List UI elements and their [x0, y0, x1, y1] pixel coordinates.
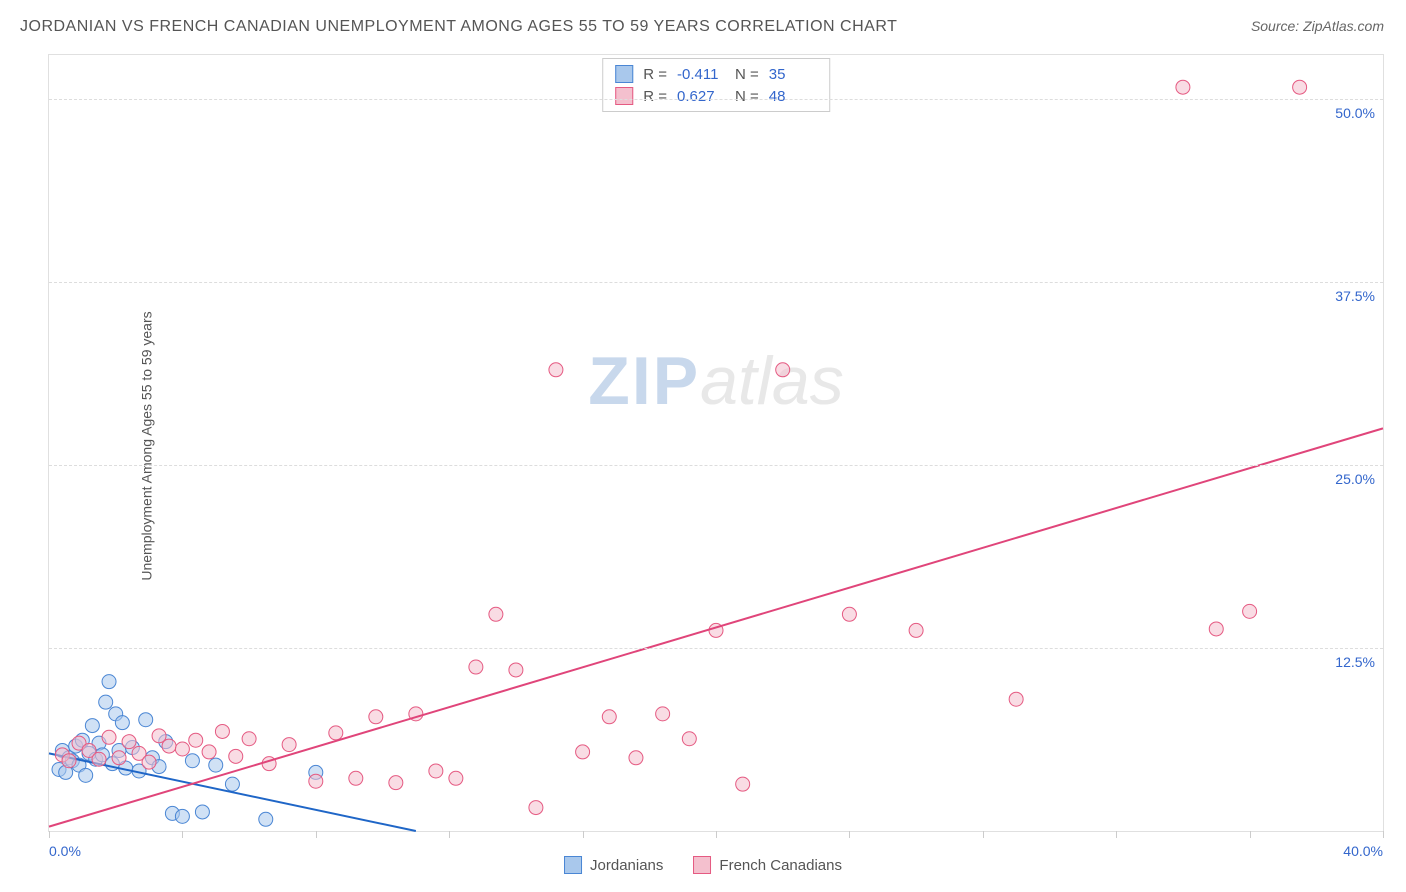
x-tick [1116, 831, 1117, 838]
scatter-point [215, 724, 229, 738]
gridline [49, 465, 1383, 466]
scatter-point [429, 764, 443, 778]
scatter-point [1293, 80, 1307, 94]
scatter-point [225, 777, 239, 791]
x-tick [316, 831, 317, 838]
scatter-point [259, 812, 273, 826]
x-tick [1250, 831, 1251, 838]
scatter-point [1009, 692, 1023, 706]
legend-swatch-french-canadians [693, 856, 711, 874]
scatter-point [469, 660, 483, 674]
scatter-point [489, 607, 503, 621]
x-tick [1383, 831, 1384, 838]
scatter-point [142, 755, 156, 769]
scatter-point [629, 751, 643, 765]
y-tick-label: 50.0% [1335, 105, 1375, 121]
scatter-point [602, 710, 616, 724]
scatter-point [529, 801, 543, 815]
scatter-point [202, 745, 216, 759]
x-tick [716, 831, 717, 838]
legend-label-jordanians: Jordanians [590, 857, 663, 874]
scatter-point [162, 739, 176, 753]
scatter-point [112, 751, 126, 765]
legend: Jordanians French Canadians [564, 856, 842, 874]
scatter-plot-svg [49, 55, 1383, 831]
gridline [49, 99, 1383, 100]
scatter-point [189, 733, 203, 747]
scatter-point [576, 745, 590, 759]
trend-line [49, 428, 1383, 826]
scatter-point [102, 675, 116, 689]
scatter-point [242, 732, 256, 746]
scatter-point [92, 752, 106, 766]
scatter-point [282, 738, 296, 752]
scatter-point [349, 771, 363, 785]
scatter-point [549, 363, 563, 377]
scatter-point [1209, 622, 1223, 636]
plot-area: ZIPatlas R = -0.411 N = 35 R = 0.627 N =… [48, 54, 1384, 832]
x-tick [983, 831, 984, 838]
scatter-point [842, 607, 856, 621]
scatter-point [175, 809, 189, 823]
gridline [49, 648, 1383, 649]
scatter-point [682, 732, 696, 746]
source-attribution: Source: ZipAtlas.com [1251, 18, 1384, 34]
scatter-point [175, 742, 189, 756]
x-axis-min-label: 0.0% [49, 843, 81, 859]
x-tick [182, 831, 183, 838]
scatter-point [229, 749, 243, 763]
legend-swatch-jordanians [564, 856, 582, 874]
scatter-point [185, 754, 199, 768]
scatter-point [115, 716, 129, 730]
scatter-point [122, 735, 136, 749]
scatter-point [369, 710, 383, 724]
scatter-point [139, 713, 153, 727]
x-tick [583, 831, 584, 838]
y-tick-label: 25.0% [1335, 471, 1375, 487]
scatter-point [656, 707, 670, 721]
x-tick [449, 831, 450, 838]
scatter-point [209, 758, 223, 772]
legend-item-jordanians: Jordanians [564, 856, 663, 874]
scatter-point [389, 776, 403, 790]
trend-line [49, 753, 416, 831]
y-tick-label: 37.5% [1335, 288, 1375, 304]
scatter-point [99, 695, 113, 709]
gridline [49, 282, 1383, 283]
scatter-point [909, 623, 923, 637]
scatter-point [329, 726, 343, 740]
scatter-point [449, 771, 463, 785]
chart-title: JORDANIAN VS FRENCH CANADIAN UNEMPLOYMEN… [20, 18, 897, 36]
y-tick-label: 12.5% [1335, 654, 1375, 670]
scatter-point [736, 777, 750, 791]
scatter-point [1243, 604, 1257, 618]
legend-label-french-canadians: French Canadians [719, 857, 842, 874]
scatter-point [195, 805, 209, 819]
x-tick [849, 831, 850, 838]
scatter-point [79, 768, 93, 782]
x-tick [49, 831, 50, 838]
x-axis-max-label: 40.0% [1343, 843, 1383, 859]
scatter-point [509, 663, 523, 677]
scatter-point [1176, 80, 1190, 94]
scatter-point [776, 363, 790, 377]
scatter-point [85, 719, 99, 733]
scatter-point [309, 774, 323, 788]
scatter-point [62, 754, 76, 768]
scatter-point [102, 730, 116, 744]
legend-item-french-canadians: French Canadians [693, 856, 842, 874]
